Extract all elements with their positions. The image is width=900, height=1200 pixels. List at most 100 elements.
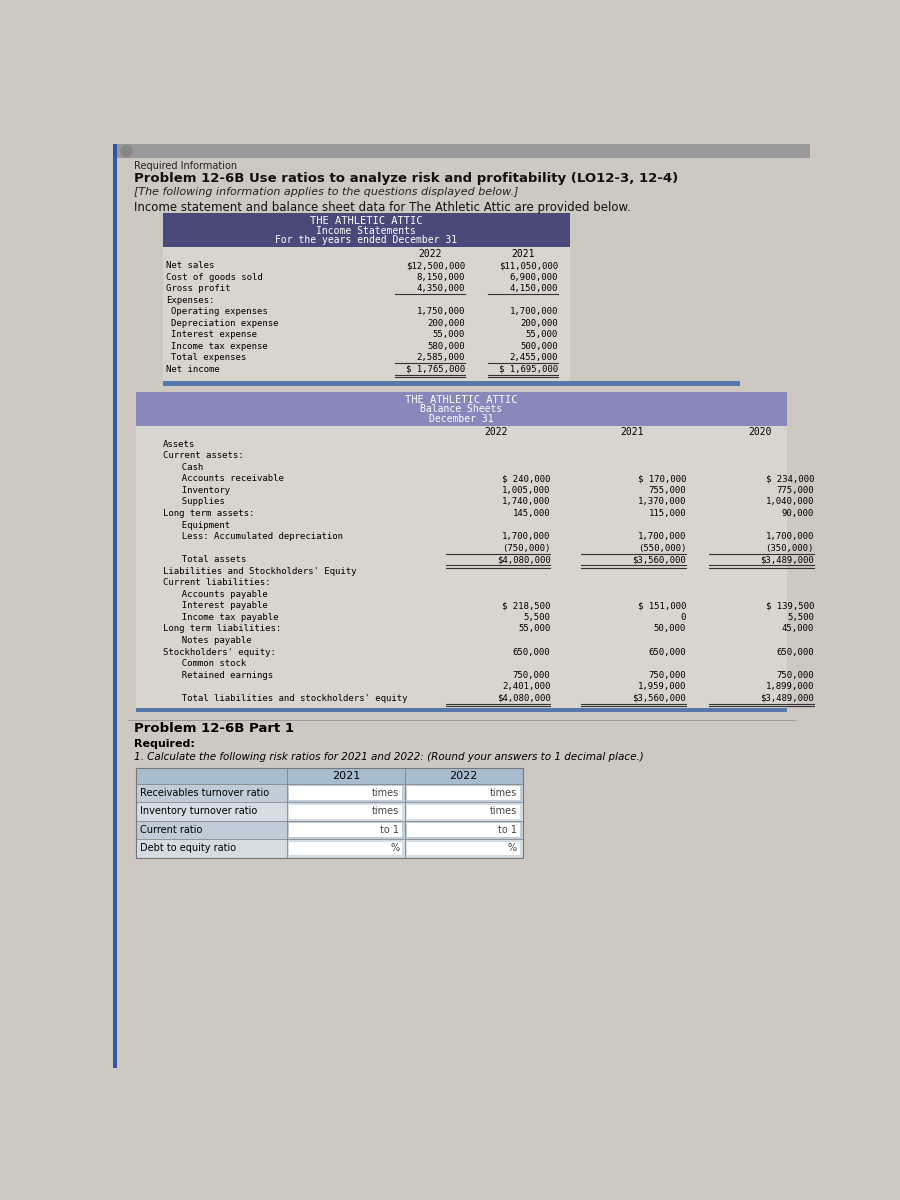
Text: Assets: Assets <box>163 439 195 449</box>
Bar <box>163 247 570 258</box>
Text: 1,740,000: 1,740,000 <box>502 498 551 506</box>
Bar <box>163 214 570 247</box>
Text: 2,455,000: 2,455,000 <box>509 354 558 362</box>
Text: Current ratio: Current ratio <box>140 824 202 835</box>
Bar <box>407 786 520 800</box>
Text: 55,000: 55,000 <box>433 330 465 340</box>
Text: $ 218,500: $ 218,500 <box>502 601 551 611</box>
Text: 750,000: 750,000 <box>776 671 814 679</box>
Bar <box>289 805 402 818</box>
Text: Current liabilities:: Current liabilities: <box>163 578 270 587</box>
Text: Accounts receivable: Accounts receivable <box>171 474 284 484</box>
Bar <box>136 821 523 839</box>
Text: Depreciation expense: Depreciation expense <box>171 319 278 328</box>
Text: Retained earnings: Retained earnings <box>171 671 273 679</box>
Text: Stockholders' equity:: Stockholders' equity: <box>163 648 275 656</box>
Text: (750,000): (750,000) <box>502 544 551 553</box>
Text: $3,489,000: $3,489,000 <box>760 556 814 564</box>
Text: 2022: 2022 <box>484 427 508 437</box>
Bar <box>136 803 523 821</box>
Text: Inventory turnover ratio: Inventory turnover ratio <box>140 806 257 816</box>
Text: 650,000: 650,000 <box>776 648 814 656</box>
Text: Operating expenses: Operating expenses <box>171 307 267 317</box>
Bar <box>289 841 402 856</box>
Text: 45,000: 45,000 <box>781 624 814 634</box>
Text: 50,000: 50,000 <box>653 624 686 634</box>
Text: THE ATHLETIC ATTIC: THE ATHLETIC ATTIC <box>405 395 518 406</box>
Text: Problem 12-6B Part 1: Problem 12-6B Part 1 <box>134 722 294 736</box>
Text: 1,700,000: 1,700,000 <box>766 532 814 541</box>
Text: 1,040,000: 1,040,000 <box>766 498 814 506</box>
Text: Interest expense: Interest expense <box>171 330 256 340</box>
Text: 4,150,000: 4,150,000 <box>509 284 558 293</box>
Text: Income tax expense: Income tax expense <box>171 342 267 350</box>
Text: times: times <box>490 806 517 816</box>
Text: THE ATHLETIC ATTIC: THE ATHLETIC ATTIC <box>310 216 422 227</box>
Text: 1,005,000: 1,005,000 <box>502 486 551 494</box>
Text: to 1: to 1 <box>380 824 400 835</box>
Bar <box>289 786 402 800</box>
Text: Total expenses: Total expenses <box>171 354 246 362</box>
Text: 55,000: 55,000 <box>518 624 551 634</box>
Text: 650,000: 650,000 <box>648 648 686 656</box>
Text: $ 1,695,000: $ 1,695,000 <box>499 365 558 374</box>
Text: 1,750,000: 1,750,000 <box>417 307 465 317</box>
Text: 2,401,000: 2,401,000 <box>502 683 551 691</box>
Text: 1,370,000: 1,370,000 <box>637 498 686 506</box>
Bar <box>407 805 520 818</box>
Text: 775,000: 775,000 <box>776 486 814 494</box>
Text: $ 234,000: $ 234,000 <box>766 474 814 484</box>
Bar <box>407 841 520 856</box>
Text: %: % <box>508 844 517 853</box>
Bar <box>136 768 523 858</box>
Text: [The following information applies to the questions displayed below.]: [The following information applies to th… <box>134 187 518 197</box>
Bar <box>136 708 787 713</box>
Text: Cash: Cash <box>171 463 202 472</box>
Text: $ 1,765,000: $ 1,765,000 <box>406 365 465 374</box>
Circle shape <box>121 145 132 156</box>
Text: 500,000: 500,000 <box>520 342 558 350</box>
Text: Total liabilities and stockholders' equity: Total liabilities and stockholders' equi… <box>171 694 407 703</box>
Text: December 31: December 31 <box>429 414 493 424</box>
Text: 750,000: 750,000 <box>648 671 686 679</box>
Text: Long term liabilities:: Long term liabilities: <box>163 624 281 634</box>
Bar <box>136 426 787 437</box>
Text: $3,560,000: $3,560,000 <box>632 694 686 703</box>
Bar <box>136 437 787 708</box>
Text: 115,000: 115,000 <box>648 509 686 518</box>
Text: Inventory: Inventory <box>171 486 230 494</box>
Text: Interest payable: Interest payable <box>171 601 267 611</box>
Text: 2022: 2022 <box>449 770 478 781</box>
Text: Gross profit: Gross profit <box>166 284 230 293</box>
Text: Long term assets:: Long term assets: <box>163 509 254 518</box>
Bar <box>407 823 520 838</box>
Text: 1,700,000: 1,700,000 <box>637 532 686 541</box>
Text: Receivables turnover ratio: Receivables turnover ratio <box>140 787 269 798</box>
Text: (550,000): (550,000) <box>637 544 686 553</box>
Text: $11,050,000: $11,050,000 <box>499 262 558 270</box>
Text: Net sales: Net sales <box>166 262 214 270</box>
Text: Income tax payable: Income tax payable <box>171 613 278 622</box>
Text: $ 151,000: $ 151,000 <box>637 601 686 611</box>
Bar <box>136 839 523 858</box>
Text: times: times <box>372 787 400 798</box>
Bar <box>163 258 570 382</box>
Bar <box>289 823 402 838</box>
Bar <box>112 144 810 158</box>
Text: 200,000: 200,000 <box>520 319 558 328</box>
Text: 200,000: 200,000 <box>428 319 465 328</box>
Text: 750,000: 750,000 <box>513 671 551 679</box>
Text: Debt to equity ratio: Debt to equity ratio <box>140 844 237 853</box>
Text: 4,350,000: 4,350,000 <box>417 284 465 293</box>
Text: Income statement and balance sheet data for The Athletic Attic are provided belo: Income statement and balance sheet data … <box>134 200 631 214</box>
Text: 755,000: 755,000 <box>648 486 686 494</box>
Text: 145,000: 145,000 <box>513 509 551 518</box>
Text: Required Information: Required Information <box>134 161 238 170</box>
Text: 2021: 2021 <box>511 248 535 259</box>
Text: 2022: 2022 <box>418 248 442 259</box>
Text: (350,000): (350,000) <box>766 544 814 553</box>
Text: 1,700,000: 1,700,000 <box>502 532 551 541</box>
Text: 1,899,000: 1,899,000 <box>766 683 814 691</box>
Text: Current assets:: Current assets: <box>163 451 244 461</box>
Text: 2021: 2021 <box>620 427 643 437</box>
